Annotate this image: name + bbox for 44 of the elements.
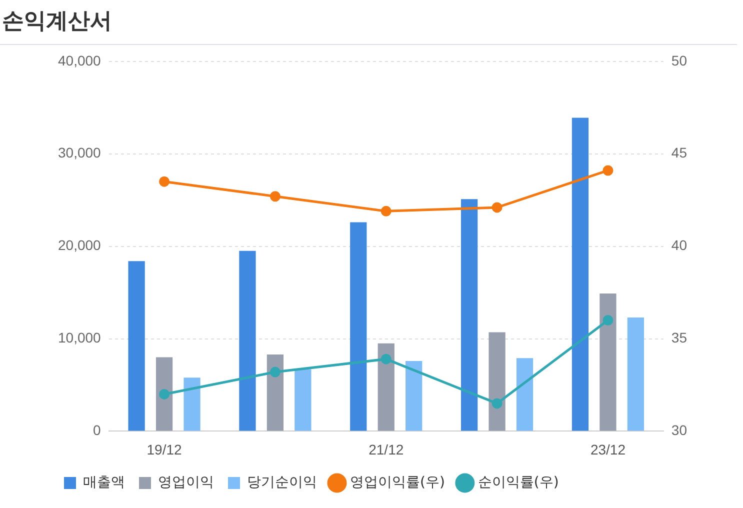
x-tick-label: 21/12 <box>368 441 404 458</box>
bar <box>572 118 589 431</box>
bar <box>488 332 506 431</box>
point <box>602 315 614 326</box>
legend-label: 당기순이익 <box>247 474 317 491</box>
y2-tick-label: 35 <box>671 330 688 346</box>
chart-title: 손익계산서 <box>0 0 737 45</box>
x-tick-label: 23/12 <box>590 441 626 458</box>
point <box>380 354 392 364</box>
point <box>270 191 280 202</box>
legend-label: 매출액 <box>83 474 125 491</box>
y-tick-label: 0 <box>93 422 102 438</box>
bar <box>460 199 478 431</box>
point <box>159 176 170 187</box>
bar <box>600 293 616 431</box>
bar <box>350 222 367 431</box>
point <box>602 165 614 176</box>
bar <box>378 343 394 431</box>
point <box>159 388 170 400</box>
bar <box>184 378 200 431</box>
y-tick-label: 40,000 <box>58 52 102 68</box>
point <box>492 398 502 409</box>
y-tick-label: 10,000 <box>58 330 102 346</box>
y-tick-label: 20,000 <box>58 237 102 254</box>
y2-tick-label: 45 <box>671 144 688 161</box>
x-tick-label: 19/12 <box>146 441 182 458</box>
point <box>492 202 502 213</box>
bar <box>627 317 644 431</box>
bar <box>266 354 284 431</box>
bar <box>406 360 422 431</box>
legend-label: 영업이익 <box>158 474 214 491</box>
bar <box>156 357 173 431</box>
legend-label: 영업이익률(우) <box>350 474 445 491</box>
bar <box>239 250 256 431</box>
y2-tick-label: 30 <box>671 422 688 438</box>
y2-tick-label: 40 <box>671 237 688 254</box>
point <box>380 206 392 216</box>
legend-label: 순이익률(우) <box>478 474 559 491</box>
y2-tick-label: 50 <box>671 52 688 68</box>
bar <box>294 369 312 431</box>
bar <box>128 261 145 431</box>
y-tick-label: 30,000 <box>58 144 102 161</box>
point <box>270 366 280 378</box>
bar <box>516 358 534 431</box>
